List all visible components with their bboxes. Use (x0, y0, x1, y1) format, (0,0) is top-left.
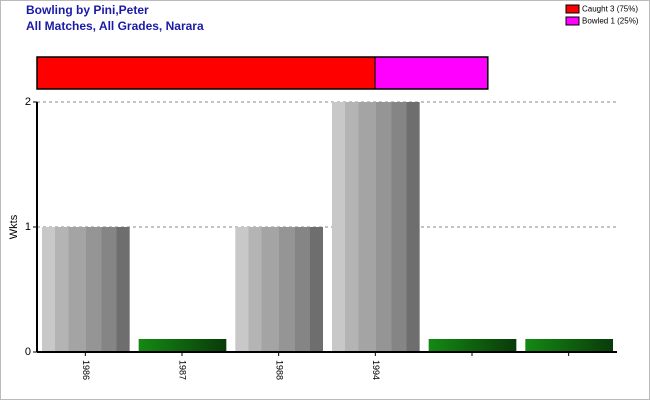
legend-swatch (565, 4, 580, 14)
y-tick-label: 1 (25, 221, 31, 233)
y-tick-label: 0 (25, 346, 31, 358)
bar (525, 339, 613, 352)
bar (138, 339, 227, 352)
bar (428, 339, 517, 352)
stacked-segment (374, 56, 489, 90)
legend-swatch (565, 16, 580, 26)
bar (332, 102, 420, 352)
legend-label: Caught 3 (75%) (582, 5, 638, 14)
bar (42, 227, 130, 352)
stacked-outline (36, 56, 489, 90)
y-tick-label: 2 (25, 96, 31, 108)
stacked-segment (36, 56, 376, 90)
x-tick-label: 1986 (81, 360, 91, 380)
x-tick-label: 1994 (371, 360, 381, 380)
x-tick-label: 1988 (274, 360, 284, 380)
chart-subtitle: All Matches, All Grades, Narara (26, 19, 204, 33)
bar (235, 227, 323, 352)
x-tick-label: 1987 (178, 360, 188, 380)
y-axis-label: Wkts (8, 214, 20, 239)
legend-label: Bowled 1 (25%) (582, 17, 639, 26)
chart-title: Bowling by Pini,Peter (26, 3, 149, 17)
